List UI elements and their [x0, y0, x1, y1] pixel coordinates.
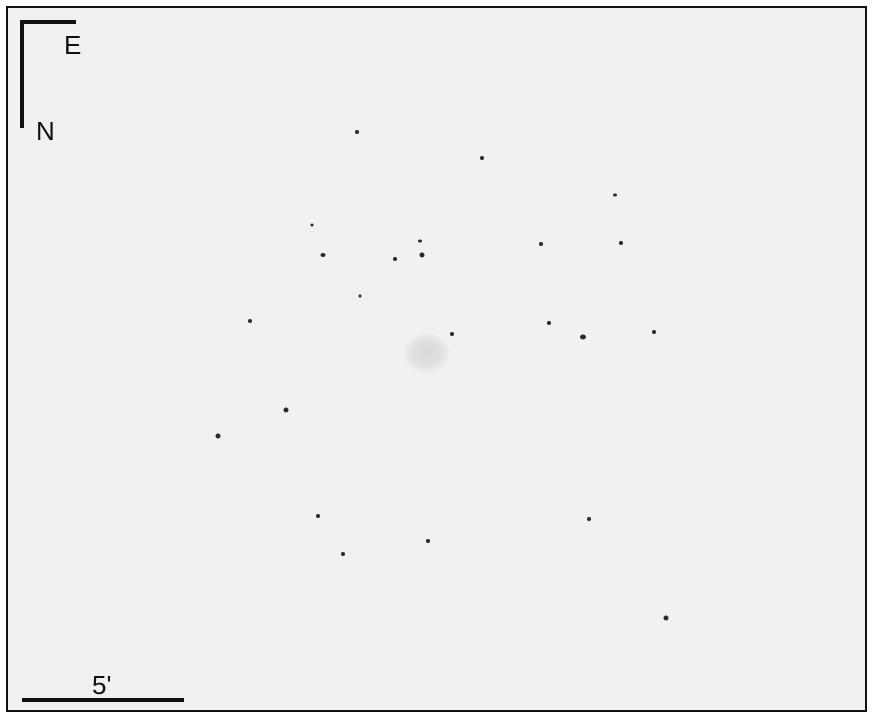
star: [450, 332, 454, 336]
nebula-glow: [404, 333, 450, 373]
scale-bar-label: 5': [92, 670, 112, 700]
star-field-panel: E N 5': [6, 6, 867, 712]
compass-east-bar: [20, 20, 76, 24]
star: [358, 294, 362, 298]
star: [652, 330, 656, 334]
scale-bar: [22, 698, 184, 702]
star: [355, 130, 359, 134]
compass-north-bar: [20, 20, 24, 128]
star: [215, 433, 221, 439]
star: [587, 517, 591, 521]
star: [316, 514, 320, 518]
star: [393, 257, 397, 261]
star: [426, 539, 430, 543]
star: [480, 156, 484, 160]
star: [248, 319, 252, 323]
star: [539, 242, 543, 246]
star: [341, 552, 345, 556]
star: [613, 193, 617, 197]
star: [418, 239, 422, 243]
star: [310, 223, 314, 227]
star: [320, 253, 326, 257]
star: [283, 407, 289, 413]
star: [580, 334, 586, 340]
star: [547, 321, 551, 325]
compass-north-label: N: [36, 116, 55, 146]
star: [419, 252, 425, 258]
star: [663, 615, 669, 621]
star: [619, 241, 623, 245]
compass-east-label: E: [64, 30, 82, 60]
